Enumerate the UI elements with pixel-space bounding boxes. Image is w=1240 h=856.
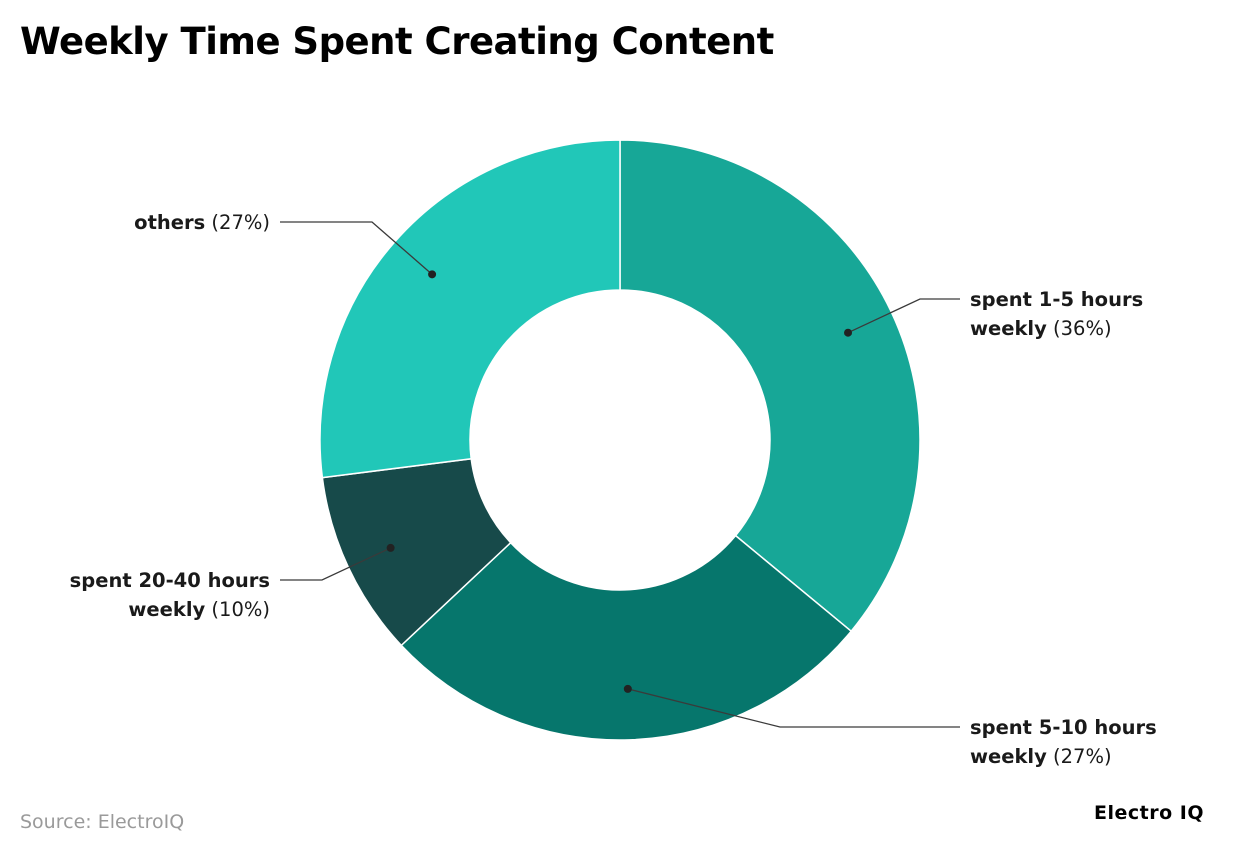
slice-label-name: spent 1-5 hours [970, 287, 1144, 311]
leader-line-spent-5-10-hours-weekly [627, 688, 960, 728]
slice-label-value: (27%) [1046, 744, 1112, 768]
slice-label-name: spent 5-10 hours [970, 715, 1157, 739]
slice-label-line: weekly (27%) [970, 742, 1157, 771]
slice-label-value: (36%) [1046, 316, 1112, 340]
leader-line-others [280, 221, 433, 275]
slice-label-spent-20-40-hours-weekly: spent 20-40 hours weekly (10%) [70, 566, 270, 624]
chart-title: Weekly Time Spent Creating Content [20, 20, 774, 63]
leader-line-group [280, 221, 960, 728]
slice-group [319, 139, 921, 741]
slice-label-line: spent 20-40 hours [70, 566, 270, 595]
slice-label-spent-1-5-hours-weekly: spent 1-5 hours weekly (36%) [970, 285, 1143, 343]
slice-label-others: others (27%) [134, 208, 270, 237]
slice-label-name: weekly [970, 316, 1047, 340]
slice-label-name: weekly [970, 744, 1047, 768]
leader-dot-spent-1-5-hours-weekly [844, 328, 853, 337]
slice-spent-1-5-hours-weekly [619, 139, 921, 633]
leader-dot-spent-20-40-hours-weekly [386, 543, 395, 552]
slice-others [319, 139, 621, 479]
slice-label-line: weekly (10%) [70, 595, 270, 624]
slice-label-spent-5-10-hours-weekly: spent 5-10 hours weekly (27%) [970, 713, 1157, 771]
slice-label-value: (27%) [205, 210, 270, 234]
source-note: Source: ElectroIQ [20, 811, 185, 833]
leader-dot-others [428, 270, 437, 279]
leader-line-spent-1-5-hours-weekly [847, 298, 960, 334]
slice-label-name: weekly [128, 597, 206, 621]
slice-label-line: spent 5-10 hours [970, 713, 1157, 742]
slice-label-value: (10%) [205, 597, 270, 621]
slice-label-name: spent 20-40 hours [69, 568, 270, 592]
slice-label-name: others [134, 210, 206, 234]
leader-dot-spent-5-10-hours-weekly [623, 684, 632, 693]
slice-label-line: others (27%) [134, 208, 270, 237]
leader-line-spent-20-40-hours-weekly [280, 547, 391, 581]
brand-logo: Electro IQ [1094, 802, 1204, 824]
slice-label-line: spent 1-5 hours [970, 285, 1143, 314]
slice-label-line: weekly (36%) [970, 314, 1143, 343]
